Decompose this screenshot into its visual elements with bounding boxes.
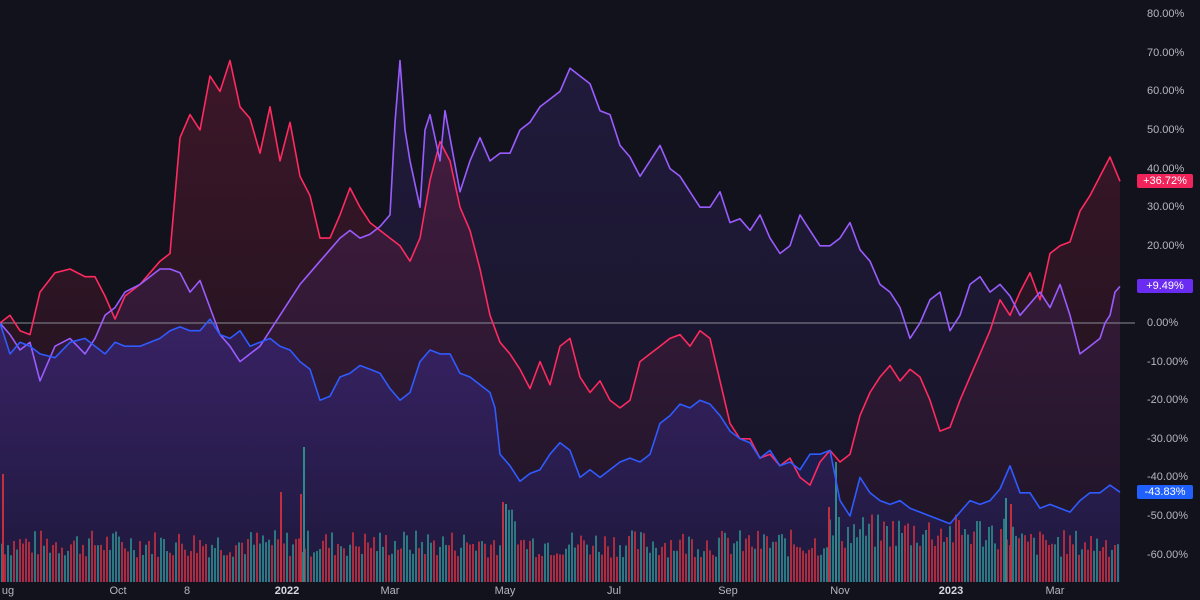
y-tick-label: -50.00%	[1147, 510, 1188, 522]
y-tick-label: 50.00%	[1147, 124, 1185, 136]
blue-series-line[interactable]	[0, 318, 1121, 525]
y-tick-label: 30.00%	[1147, 201, 1185, 214]
y-tick-label: 20.00%	[1147, 239, 1185, 252]
y-tick-label: -30.00%	[1147, 432, 1188, 445]
x-tick-label: 2022	[274, 585, 300, 597]
x-tick-label: May	[494, 585, 516, 597]
x-tick-label: ug	[1, 585, 15, 597]
purple-series-line[interactable]	[0, 59, 1121, 382]
x-tick-label: Jul	[606, 585, 622, 597]
blue-series-last-value-badge: -43.83%	[1137, 485, 1193, 500]
volume-bars	[1, 447, 1119, 582]
red-series-line[interactable]	[0, 59, 1121, 486]
x-tick-label: Sep	[718, 585, 738, 597]
y-tick-label: 0.00%	[1147, 317, 1179, 329]
x-tick-label: Mar	[1045, 585, 1065, 597]
x-tick-label: Mar	[380, 585, 400, 597]
y-tick-label: -20.00%	[1147, 394, 1188, 407]
red-series-area	[0, 60, 1120, 582]
x-tick-label: Oct	[109, 585, 127, 597]
x-tick-label: Nov	[830, 585, 850, 597]
y-tick-label: 40.00%	[1147, 162, 1185, 175]
y-tick-label: -60.00%	[1147, 548, 1188, 561]
y-tick-label: -10.00%	[1147, 355, 1188, 368]
x-tick-label: 2023	[938, 585, 964, 597]
y-tick-label: 70.00%	[1147, 46, 1185, 59]
purple-series-last-value-badge: +9.49%	[1137, 279, 1193, 294]
y-tick-label: 60.00%	[1147, 85, 1185, 98]
x-tick-label: 8	[183, 585, 191, 597]
series-lines	[0, 59, 1121, 525]
y-tick-label: -40.00%	[1147, 471, 1188, 484]
red-series-last-value-badge: +36.72%	[1137, 174, 1193, 189]
y-tick-label: 80.00%	[1147, 8, 1185, 21]
